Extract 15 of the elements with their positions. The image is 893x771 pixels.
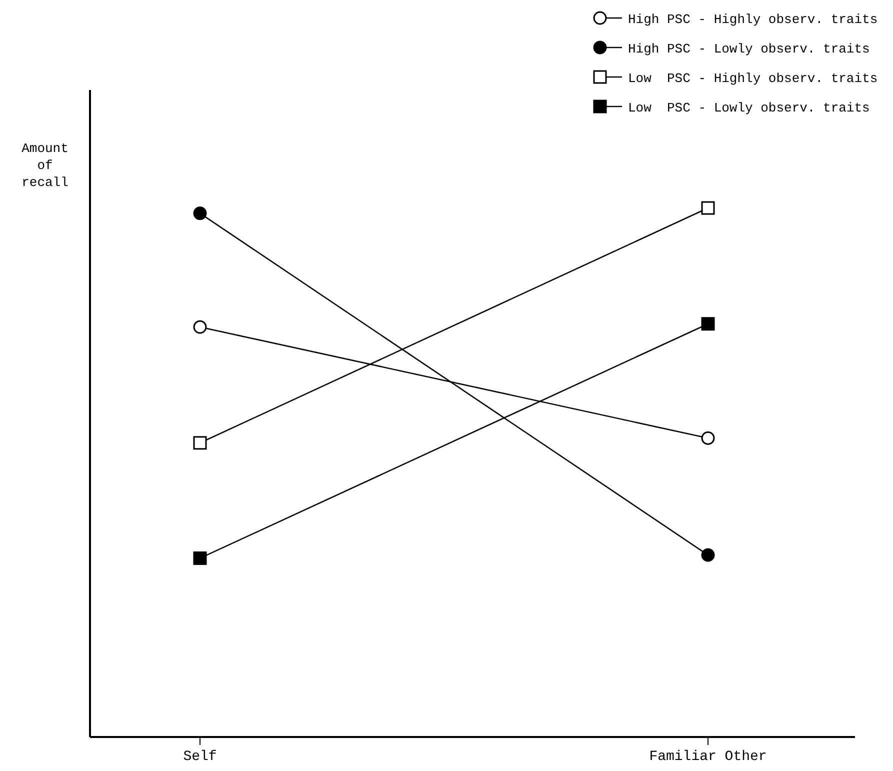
point: [193, 436, 207, 450]
point: [193, 320, 207, 334]
point: [193, 206, 207, 220]
y-axis-title: Amount of recall: [22, 141, 69, 190]
point: [701, 548, 715, 562]
point: [193, 551, 207, 565]
legend-label: Low PSC - Lowly observ. traits: [628, 100, 870, 116]
point: [701, 317, 715, 331]
point: [701, 201, 715, 215]
legend-label: High PSC - Highly observ. traits: [628, 12, 878, 27]
point: [701, 431, 715, 445]
legend-label: Low PSC - Highly observ. traits: [628, 71, 878, 86]
x-tick-label: Familiar Other: [649, 749, 767, 765]
legend-label: High PSC - Lowly observ. traits: [628, 42, 870, 56]
x-tick-label: Self: [183, 749, 217, 765]
